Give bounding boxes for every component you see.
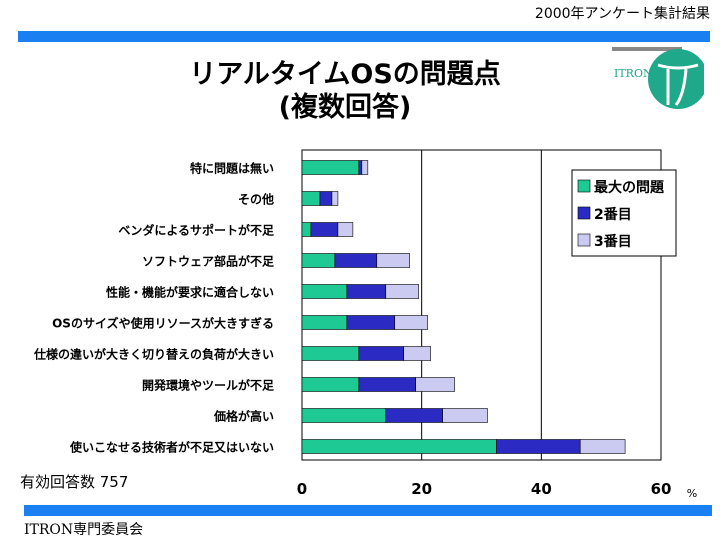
legend-label-2: 3番目 xyxy=(594,233,632,250)
category-label-6: 仕様の違いが大きく切り替えの負荷が大きい xyxy=(33,347,274,362)
bar-8-series-2 xyxy=(442,408,488,423)
bar-2-series-2 xyxy=(337,222,354,237)
logo-text: ITRON xyxy=(614,67,653,80)
x-unit-label: % xyxy=(687,487,697,500)
bar-6-series-2 xyxy=(403,346,431,361)
bar-2-series-1 xyxy=(310,222,339,237)
bar-0-series-1 xyxy=(358,160,363,175)
bar-9-series-2 xyxy=(579,439,626,454)
bar-9-series-0 xyxy=(301,439,497,454)
legend-label-1: 2番目 xyxy=(594,206,632,223)
category-label-0: 特に問題は無い xyxy=(190,161,274,176)
bar-7-series-1 xyxy=(358,377,416,392)
category-label-3: ソフトウェア部品が不足 xyxy=(142,254,274,269)
bars-layer xyxy=(301,160,626,454)
category-label-7: 開発環境やツールが不足 xyxy=(142,378,274,393)
bar-8-series-0 xyxy=(301,408,387,423)
plot-frame xyxy=(301,149,662,461)
logo-circle xyxy=(648,49,704,109)
bar-2-series-0 xyxy=(301,222,312,237)
category-label-5: OSのサイズや使用リソースが大きすぎる xyxy=(52,316,274,331)
footer-label: ITRON専門委員会 xyxy=(24,522,144,538)
title-line-2: (複数回答) xyxy=(278,92,412,123)
x-tick-3: 60 xyxy=(651,480,672,498)
category-labels: 特に問題は無いその他ベンダによるサポートが不足ソフトウェア部品が不足性能・機能が… xyxy=(33,161,274,455)
bar-3-series-1 xyxy=(334,253,378,268)
bar-3-series-2 xyxy=(376,253,410,268)
bar-0-series-2 xyxy=(361,160,369,175)
bar-7-series-0 xyxy=(301,377,360,392)
legend-swatch-0 xyxy=(577,179,591,193)
category-label-8: 価格が高い xyxy=(213,409,274,424)
x-tick-2: 40 xyxy=(531,480,552,498)
legend-swatch-1 xyxy=(577,206,591,220)
category-label-2: ベンダによるサポートが不足 xyxy=(118,223,274,238)
category-label-1: その他 xyxy=(238,192,274,207)
bar-5-series-1 xyxy=(346,315,396,330)
top-band xyxy=(18,31,710,42)
legend-label-0: 最大の問題 xyxy=(594,179,665,196)
bar-1-series-1 xyxy=(319,191,333,206)
category-label-4: 性能・機能が要求に適合しない xyxy=(105,285,274,300)
bar-8-series-1 xyxy=(385,408,443,423)
x-tick-0: 0 xyxy=(297,480,307,498)
bar-9-series-1 xyxy=(496,439,581,454)
bottom-band xyxy=(24,505,712,516)
bar-4-series-2 xyxy=(385,284,419,299)
itron-logo: ITRON xyxy=(612,47,704,109)
respondent-count: 有効回答数 757 xyxy=(20,473,129,491)
bar-0-series-0 xyxy=(301,160,360,175)
survey-label: 2000年アンケート集計結果 xyxy=(534,6,710,22)
page-title: リアルタイムOSの問題点 (複数回答) xyxy=(130,58,560,124)
bar-5-series-0 xyxy=(301,315,348,330)
bar-4-series-1 xyxy=(346,284,387,299)
bar-5-series-2 xyxy=(394,315,428,330)
bar-1-series-2 xyxy=(331,191,339,206)
bar-3-series-0 xyxy=(301,253,336,268)
category-label-9: 使いこなせる技術者が不足又はいない xyxy=(69,440,274,455)
bar-1-series-0 xyxy=(301,191,321,206)
logo-glyph xyxy=(657,63,699,106)
legend: 最大の問題 2番目 3番目 xyxy=(571,169,677,257)
bar-6-series-0 xyxy=(301,346,360,361)
x-tick-1: 20 xyxy=(411,480,432,498)
legend-swatch-2 xyxy=(577,233,591,247)
x-tick-labels: 0 20 40 60% xyxy=(297,480,697,500)
bar-6-series-1 xyxy=(358,346,405,361)
logo-rule xyxy=(612,47,682,51)
bar-4-series-0 xyxy=(301,284,348,299)
title-line-1: リアルタイムOSの問題点 xyxy=(189,59,501,90)
bar-7-series-2 xyxy=(415,377,455,392)
